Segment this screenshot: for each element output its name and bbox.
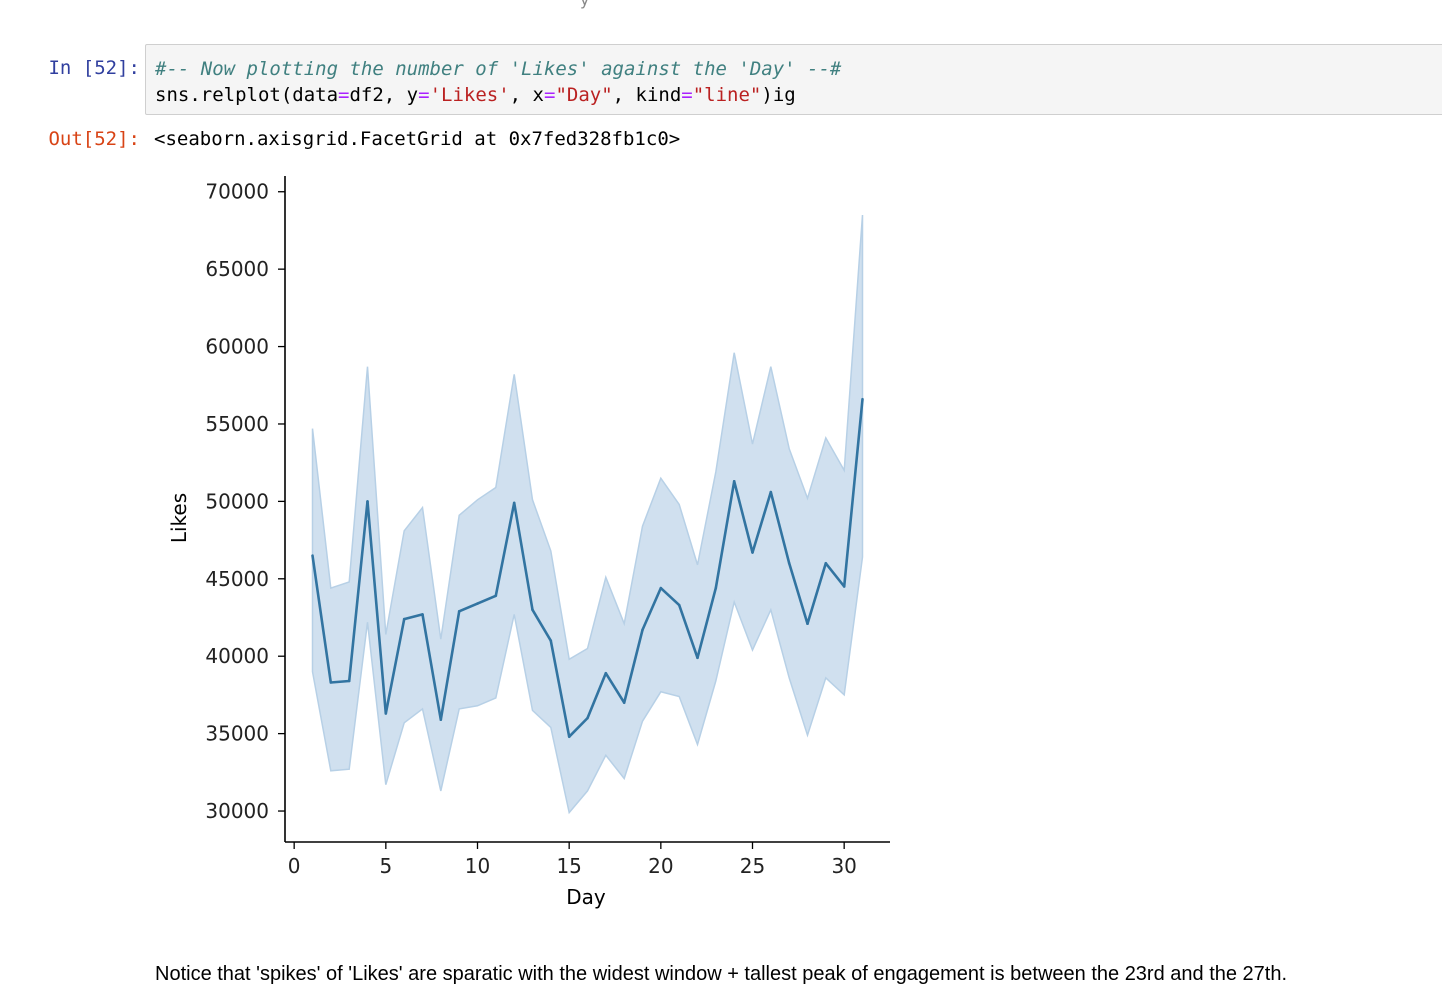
series-line-segment bbox=[641, 586, 663, 632]
code-operator: = bbox=[418, 84, 430, 106]
y-tick-label: 55000 bbox=[205, 412, 269, 436]
scrolled-previous-output: y bbox=[0, 0, 1442, 10]
series-line-segment bbox=[677, 603, 699, 660]
code-input-cell[interactable]: #-- Now plotting the number of 'Likes' a… bbox=[145, 44, 1442, 115]
series-line-layer bbox=[311, 397, 864, 739]
x-tick-label: 25 bbox=[740, 854, 765, 878]
series-line-segment bbox=[347, 500, 369, 683]
series-line-segment bbox=[696, 586, 718, 660]
code-operator: = bbox=[338, 84, 350, 106]
code-comment: #-- Now plotting the number of 'Likes' a… bbox=[155, 58, 842, 80]
x-tick-label: 10 bbox=[465, 854, 490, 878]
x-tick-label: 5 bbox=[379, 854, 392, 878]
series-line-segment bbox=[787, 561, 809, 626]
code-operator: = bbox=[681, 84, 693, 106]
code-token: )ig bbox=[761, 84, 796, 106]
series-line-segment bbox=[604, 671, 626, 705]
series-line-segment bbox=[457, 602, 479, 613]
series-line-segment bbox=[714, 479, 736, 590]
series-line-segment bbox=[549, 639, 571, 739]
y-tick-label: 60000 bbox=[205, 335, 269, 359]
series-line-segment bbox=[586, 671, 608, 720]
x-tick-label: 15 bbox=[556, 854, 581, 878]
series-line-segment bbox=[842, 397, 864, 588]
series-line-segment bbox=[329, 679, 351, 684]
y-tick-label: 30000 bbox=[205, 799, 269, 823]
series-line-segment bbox=[659, 586, 681, 607]
y-axis-label: Likes bbox=[167, 493, 191, 543]
y-tick-label: 65000 bbox=[205, 257, 269, 281]
series-line-segment bbox=[402, 613, 424, 621]
y-tick-label: 70000 bbox=[205, 180, 269, 204]
y-tick-label: 40000 bbox=[205, 644, 269, 668]
markdown-note: Notice that 'spikes' of 'Likes' are spar… bbox=[155, 963, 1288, 985]
axes-layer: 30000 35000 40000 45000 50000 55000 60000 65000… bbox=[205, 176, 890, 878]
series-line-segment bbox=[732, 479, 754, 554]
series-line-segment bbox=[531, 608, 553, 643]
x-tick-label: 20 bbox=[648, 854, 673, 878]
series-line-segment bbox=[476, 594, 498, 605]
series-line-segment bbox=[512, 501, 534, 612]
confidence-band bbox=[311, 214, 864, 815]
confidence-band-layer bbox=[311, 214, 864, 815]
clipped-text-fragment: y bbox=[580, 0, 589, 9]
input-prompt: In [52]: bbox=[48, 57, 140, 79]
series-line-segment bbox=[622, 628, 644, 705]
code-string: 'Likes' bbox=[429, 84, 510, 106]
code-string: "Day" bbox=[555, 84, 613, 106]
series-line-segment bbox=[751, 490, 773, 554]
y-tick-label: 50000 bbox=[205, 489, 269, 513]
series-line-segment bbox=[384, 617, 406, 715]
series-line-segment bbox=[311, 554, 333, 684]
code-token: df2, y bbox=[349, 84, 419, 106]
output-repr: <seaborn.axisgrid.FacetGrid at 0x7fed328… bbox=[154, 128, 681, 150]
series-line-segment bbox=[366, 500, 388, 715]
series-line-segment bbox=[439, 609, 461, 722]
series-line-segment bbox=[494, 501, 516, 598]
series-line-segment bbox=[567, 716, 589, 739]
series-line-segment bbox=[806, 561, 828, 626]
code-token: , kind bbox=[612, 84, 682, 106]
output-prompt: Out[52]: bbox=[48, 128, 140, 150]
code-token: , x bbox=[509, 84, 544, 106]
code-editor[interactable]: #-- Now plotting the number of 'Likes' a… bbox=[155, 56, 841, 108]
x-tick-label: 0 bbox=[288, 854, 301, 878]
code-operator: = bbox=[543, 84, 556, 106]
series-line-segment bbox=[421, 613, 443, 722]
x-tick-label: 30 bbox=[831, 854, 856, 878]
code-string: "line" bbox=[692, 84, 762, 106]
y-tick-label: 35000 bbox=[205, 722, 269, 746]
x-axis-label: Day bbox=[566, 885, 606, 909]
series-line-segment bbox=[824, 561, 846, 588]
series-line-segment bbox=[769, 490, 791, 565]
likes-vs-day-line-chart: 30000 35000 40000 45000 50000 55000 60000 65000… bbox=[167, 176, 890, 909]
code-token: sns.relplot(data bbox=[155, 84, 339, 106]
y-tick-label: 45000 bbox=[205, 567, 269, 591]
